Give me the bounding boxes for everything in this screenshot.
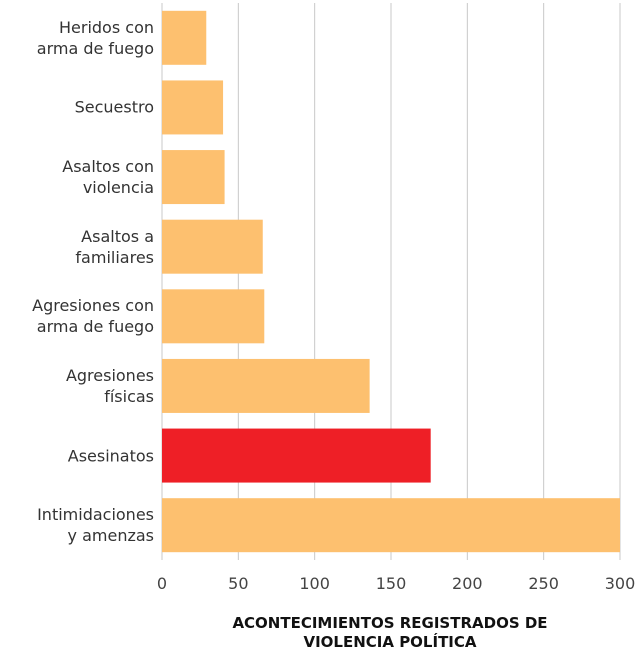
y-tick-label: Intimidaciones y amenzas <box>37 505 154 546</box>
x-tick-label: 300 <box>604 574 636 593</box>
x-tick-label: 0 <box>156 574 168 593</box>
bar <box>162 150 225 205</box>
bar <box>162 428 431 483</box>
x-tick-label: 150 <box>375 574 407 593</box>
y-tick-label: Asaltos a familiares <box>75 226 154 267</box>
y-tick-label: Asesinatos <box>67 446 154 466</box>
y-tick-label: Heridos con arma de fuego <box>36 17 154 58</box>
chart-title: ACONTECIMIENTOS REGISTRADOS DE VIOLENCIA… <box>232 614 548 651</box>
x-tick-label: 100 <box>299 574 330 593</box>
x-tick-label: 200 <box>452 574 483 593</box>
bar <box>162 80 224 135</box>
bar <box>162 358 370 413</box>
y-tick-label: Agresiones físicas <box>65 365 154 406</box>
x-tick-label: 250 <box>528 574 559 593</box>
bar <box>162 10 207 65</box>
bar <box>162 498 620 553</box>
y-tick-label: Agresiones con arma de fuego <box>32 296 154 337</box>
y-tick-label: Secuestro <box>74 97 154 117</box>
x-tick-label: 50 <box>228 574 249 593</box>
bar <box>162 219 263 274</box>
bar <box>162 289 265 344</box>
y-tick-label: Asaltos con violencia <box>62 157 154 198</box>
